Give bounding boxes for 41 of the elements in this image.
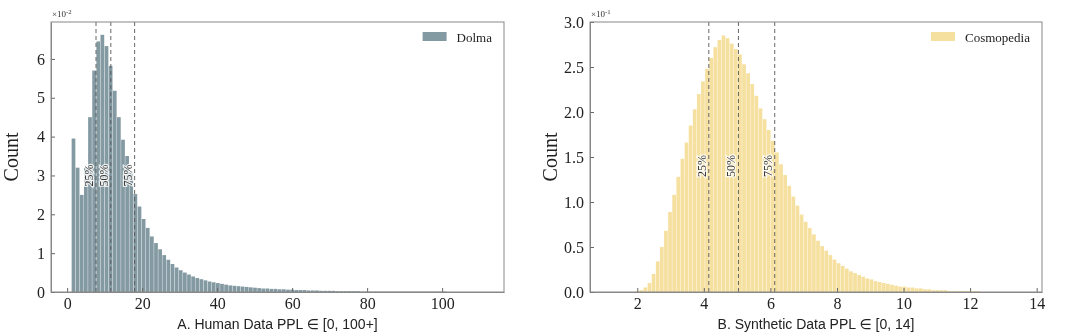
text: ×10$^{-2}$: [52, 7, 72, 19]
y-tick-label: 1.0: [564, 193, 584, 211]
y-axis-title: Count: [0, 132, 22, 182]
x-tick-label: 0: [63, 295, 72, 313]
x-tick-label: 20: [134, 295, 151, 313]
annotation: 75%: [760, 155, 775, 177]
x-tick-label: 10: [896, 295, 913, 313]
legend-label: Cosmopedia: [965, 30, 1031, 45]
legend-label: Dolma: [456, 30, 493, 45]
x-tick-label: 100: [430, 295, 455, 313]
y-tick-label: 6: [37, 50, 45, 68]
y-tick-label: 2.5: [564, 58, 584, 76]
x-tick-label: 8: [833, 295, 842, 313]
x-axis-title: B. Synthetic Data PPL ∈ [0, 14]: [717, 316, 915, 332]
y-tick-label: 1.5: [564, 148, 584, 166]
y-tick-label: 0.0: [564, 283, 584, 301]
x-tick-label: 4: [700, 295, 709, 313]
x-tick-label: 12: [962, 295, 979, 313]
y-axis-title: Count: [539, 132, 561, 182]
y-tick-label: 0: [37, 283, 45, 301]
y-tick-label: 2: [37, 205, 45, 223]
x-tick-label: 40: [209, 295, 226, 313]
x-axis-title: A. Human Data PPL ∈ [0, 100+]: [177, 316, 378, 332]
x-tick-label: 80: [359, 295, 376, 313]
x-tick-label: 6: [766, 295, 775, 313]
y-tick-label: 2.0: [564, 103, 584, 121]
annotation: 25%: [82, 164, 96, 187]
x-tick-label: 14: [1029, 295, 1046, 313]
y-tick-label: 0.5: [564, 238, 584, 256]
x-tick-label: 60: [284, 295, 301, 313]
x-tick-label: 2: [633, 295, 642, 313]
y-tick-label: 1: [37, 244, 45, 262]
text: ×10$^{-1}$: [591, 7, 611, 19]
y-tick-label: 3: [37, 167, 45, 185]
annotation: 75%: [120, 164, 135, 187]
annotation: 25%: [694, 155, 709, 177]
y-tick-label: 3.0: [564, 13, 584, 31]
annotation: 50%: [96, 164, 111, 187]
y-tick-label: 4: [37, 128, 45, 146]
annotation: 50%: [724, 155, 739, 177]
y-tick-label: 5: [37, 89, 45, 107]
